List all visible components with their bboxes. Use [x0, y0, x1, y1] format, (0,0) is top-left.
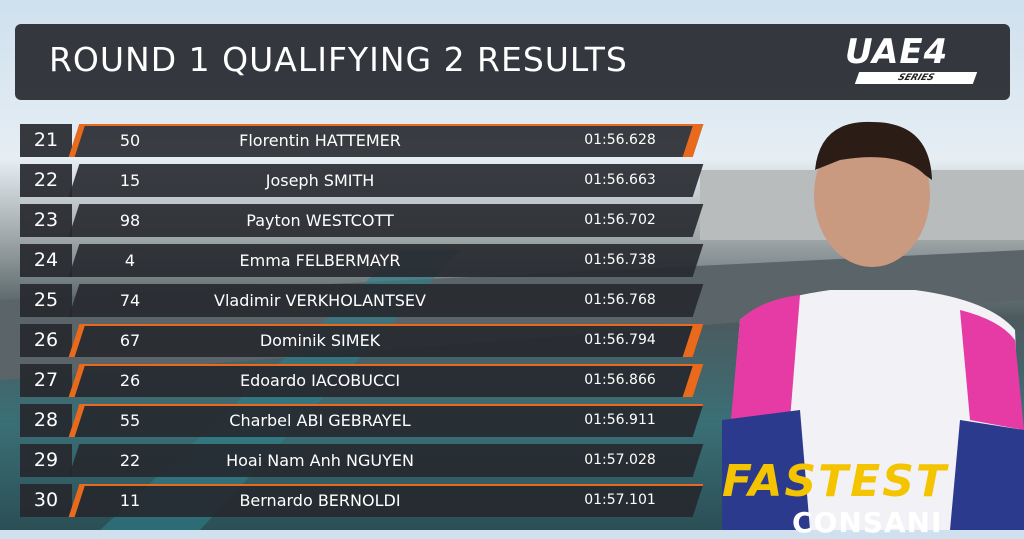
result-row: 29 22 Hoai Nam Anh NGUYEN 01:57.028: [20, 444, 704, 477]
driver-name: Joseph SMITH: [265, 171, 375, 190]
driver-name: Payton WESTCOTT: [246, 211, 394, 230]
driver-name: Charbel ABI GEBRAYEL: [229, 411, 411, 430]
title-bar: ROUND 1 QUALIFYING 2 RESULTS UAE4 SERIES: [15, 24, 1010, 100]
result-row: 27 26 Edoardo IACOBUCCI 01:56.866: [20, 364, 704, 397]
logo: UAE4: [845, 32, 949, 72]
position: 22: [20, 164, 72, 197]
driver-name: Vladimir VERKHOLANTSEV: [214, 291, 426, 310]
banner-name: CONSANI: [792, 506, 943, 539]
banner-label: FASTEST: [722, 456, 948, 507]
suit-accent: [960, 310, 1024, 430]
position: 25: [20, 284, 72, 317]
position: 21: [20, 124, 72, 157]
result-row: 28 55 Charbel ABI GEBRAYEL 01:56.911: [20, 404, 704, 437]
position: 23: [20, 204, 72, 237]
result-row: 23 98 Payton WESTCOTT 01:56.702: [20, 204, 704, 237]
suit-accent: [950, 420, 1024, 530]
lap-time: 01:56.738: [584, 252, 656, 268]
car-number: 26: [119, 371, 141, 390]
result-row: 22 15 Joseph SMITH 01:56.663: [20, 164, 704, 197]
driver-hair: [815, 121, 932, 180]
car-number: 74: [119, 291, 141, 310]
driver-name: Dominik SIMEK: [259, 331, 381, 350]
car-number: 22: [119, 451, 141, 470]
lap-time: 01:56.768: [584, 292, 656, 308]
lap-time: 01:57.101: [584, 492, 656, 508]
driver-name: Bernardo BERNOLDI: [239, 491, 401, 510]
driver-name: Emma FELBERMAYR: [239, 251, 401, 270]
lap-time: 01:56.702: [584, 212, 656, 228]
car-number: 67: [119, 331, 141, 350]
position: 30: [20, 484, 72, 517]
result-row: 25 74 Vladimir VERKHOLANTSEV 01:56.768: [20, 284, 704, 317]
car-number: 98: [119, 211, 141, 230]
driver-name: Edoardo IACOBUCCI: [239, 371, 401, 390]
position: 28: [20, 404, 72, 437]
result-row: 21 50 Florentin HATTEMER 01:56.628: [20, 124, 704, 157]
lap-time: 01:56.663: [584, 172, 656, 188]
position: 24: [20, 244, 72, 277]
logo-subtitle: SERIES: [854, 72, 978, 84]
title: ROUND 1 QUALIFYING 2 RESULTS: [49, 40, 628, 79]
driver-name: Hoai Nam Anh NGUYEN: [226, 451, 414, 470]
car-number: 4: [124, 251, 136, 270]
car-number: 11: [119, 491, 141, 510]
lap-time: 01:56.866: [584, 372, 656, 388]
car-number: 55: [119, 411, 141, 430]
car-number: 50: [119, 131, 141, 150]
lap-time: 01:57.028: [584, 452, 656, 468]
driver-name: Florentin HATTEMER: [239, 131, 401, 150]
lap-time: 01:56.628: [584, 132, 656, 148]
position: 27: [20, 364, 72, 397]
result-row: 26 67 Dominik SIMEK 01:56.794: [20, 324, 704, 357]
suit-accent: [722, 410, 810, 530]
lap-time: 01:56.794: [584, 332, 656, 348]
car-number: 15: [119, 171, 141, 190]
result-row: 24 4 Emma FELBERMAYR 01:56.738: [20, 244, 704, 277]
position: 26: [20, 324, 72, 357]
result-row: 30 11 Bernardo BERNOLDI 01:57.101: [20, 484, 704, 517]
lap-time: 01:56.911: [584, 412, 656, 428]
suit-accent: [730, 295, 800, 430]
position: 29: [20, 444, 72, 477]
